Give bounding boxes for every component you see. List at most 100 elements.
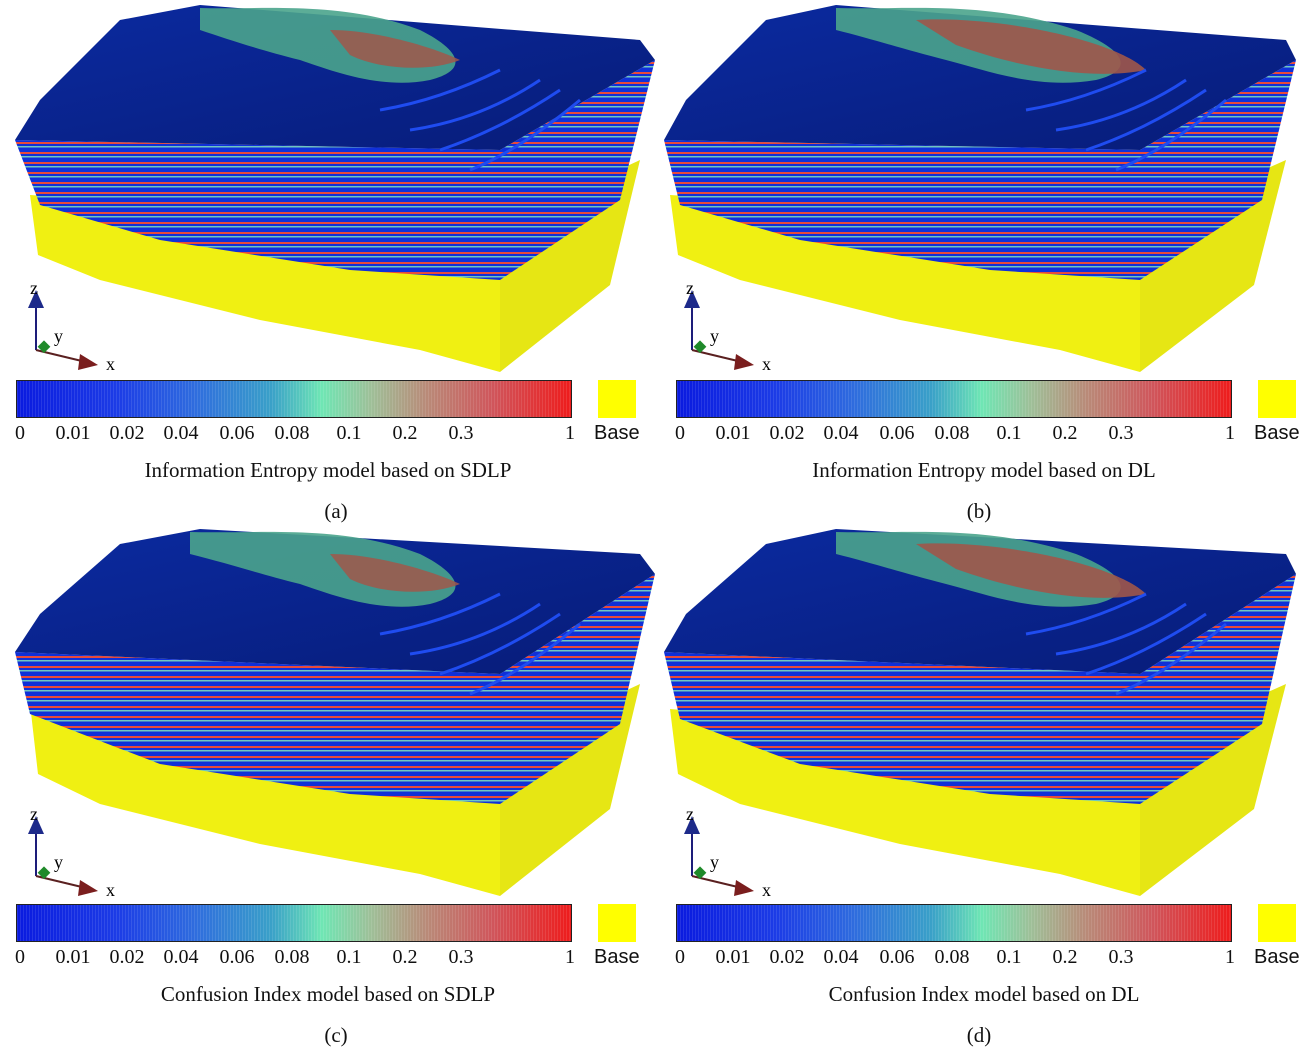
high-value-core	[330, 30, 460, 68]
axis-label-z: z	[686, 278, 694, 298]
axis-label-y: y	[54, 326, 63, 346]
x-arrow-icon	[734, 354, 754, 370]
colorbar-tick: 0.06	[219, 422, 255, 444]
side-face	[500, 60, 655, 280]
contour-lines	[1025, 592, 1227, 696]
colorbar-tick: 0	[15, 422, 25, 444]
base-label: Base	[594, 422, 640, 444]
colorbar-tick: 1	[1225, 422, 1235, 444]
panel-caption: Information Entropy model based on DL	[812, 458, 1156, 482]
top-surface	[15, 529, 655, 674]
colorbar-tick: 0.01	[715, 946, 751, 968]
z-arrow-icon	[28, 816, 44, 834]
front-face	[15, 140, 500, 280]
base-label: Base	[1254, 422, 1300, 444]
front-face	[15, 652, 500, 804]
contour-lines	[379, 68, 581, 172]
colorbar	[676, 380, 1232, 418]
high-value-core	[916, 19, 1146, 74]
base-swatch	[1258, 380, 1296, 418]
x-arrow-icon	[78, 354, 98, 370]
colorbar-tick: 0.02	[769, 422, 805, 444]
3d-block-model	[15, 5, 655, 372]
colorbar-tick: 1	[1225, 946, 1235, 968]
colorbar-tick: 0.01	[715, 422, 751, 444]
panel-label: (c)	[324, 1023, 348, 1047]
colorbar-tick: 0.3	[1108, 946, 1134, 968]
colorbar-tick: 0.2	[392, 946, 418, 968]
colorbar-tick: 0.08	[274, 422, 310, 444]
colorbar-tick: 0.02	[769, 946, 805, 968]
colorbar-tick: 0.08	[274, 946, 310, 968]
3d-block-model	[15, 529, 655, 896]
z-arrow-icon	[28, 290, 44, 308]
z-arrow-icon	[684, 816, 700, 834]
colorbar-tick: 0.08	[934, 422, 970, 444]
axis-label-x: x	[106, 354, 115, 374]
x-arrow-icon	[78, 880, 98, 896]
colorbar	[676, 904, 1232, 942]
colorbar-tick: 1	[565, 422, 575, 444]
colorbar-tick: 0.2	[1052, 946, 1078, 968]
colorbar-tick: 0.08	[934, 946, 970, 968]
colorbar-tick: 0.06	[879, 946, 915, 968]
colorbar-tick: 0.02	[109, 422, 145, 444]
x-arrow-icon	[734, 880, 754, 896]
panel-label: (d)	[966, 1023, 992, 1047]
base-swatch	[1258, 904, 1296, 942]
panel-d: z y x 0 0.01 0.02 0.04 0.06 0.08 0.1 0.2…	[656, 524, 1312, 1052]
colorbar-tick: 0	[675, 946, 685, 968]
colorbar-tick: 0.01	[55, 422, 91, 444]
base-swatch	[598, 904, 636, 942]
base-label: Base	[594, 946, 640, 968]
high-value-core	[916, 543, 1146, 598]
colorbar-tick: 0.04	[823, 946, 859, 968]
axis-label-y: y	[54, 852, 63, 872]
contour-lines	[1025, 68, 1227, 172]
colorbar	[16, 904, 572, 942]
colorbar-tick: 1	[565, 946, 575, 968]
top-surface	[15, 5, 655, 150]
front-face	[664, 140, 1140, 280]
colorbar-tick: 0.1	[336, 946, 362, 968]
axis-label-z: z	[30, 804, 38, 824]
colorbar-tick: 0	[675, 422, 685, 444]
high-value-core	[330, 554, 460, 592]
z-arrow-icon	[684, 290, 700, 308]
axis-triad: z y x	[28, 804, 115, 900]
3d-block-model	[664, 5, 1296, 372]
colorbar-tick: 0.1	[996, 422, 1022, 444]
colorbar-tick: 0.04	[163, 946, 199, 968]
top-surface	[664, 529, 1296, 674]
colorbar-tick: 0	[15, 946, 25, 968]
colorbar-tick: 0.04	[163, 422, 199, 444]
axis-triad: z y x	[684, 278, 771, 374]
axis-label-y: y	[710, 326, 719, 346]
axis-label-y: y	[710, 852, 719, 872]
colorbar-tick: 0.04	[823, 422, 859, 444]
colorbar-tick: 0.3	[448, 946, 474, 968]
panel-c: z y x 0 0.01 0.02 0.04 0.06 0.08 0.1 0.2…	[0, 524, 656, 1052]
base-label: Base	[1254, 946, 1300, 968]
colorbar-tick: 0.06	[219, 946, 255, 968]
panel-a: z y x 0 0.01 0.02 0.04 0.06 0.08 0.1 0.2…	[0, 0, 656, 528]
panel-caption: Information Entropy model based on SDLP	[144, 458, 512, 482]
colorbar-tick: 0.3	[1108, 422, 1134, 444]
axis-label-x: x	[762, 354, 771, 374]
top-surface	[664, 5, 1296, 150]
colorbar-tick: 0.01	[55, 946, 91, 968]
axis-triad: z y x	[28, 278, 115, 374]
axis-label-z: z	[30, 278, 38, 298]
panel-caption: Confusion Index model based on DL	[828, 982, 1140, 1006]
axis-label-x: x	[762, 880, 771, 900]
panel-label: (b)	[966, 499, 992, 523]
base-swatch	[598, 380, 636, 418]
colorbar-tick: 0.2	[1052, 422, 1078, 444]
colorbar-tick: 0.3	[448, 422, 474, 444]
contour-lines	[379, 592, 581, 696]
panel-b: z y x 0 0.01 0.02 0.04 0.06 0.08 0.1 0.2…	[656, 0, 1312, 528]
side-face	[1140, 574, 1296, 804]
front-face	[664, 652, 1140, 804]
axis-label-x: x	[106, 880, 115, 900]
colorbar	[16, 380, 572, 418]
